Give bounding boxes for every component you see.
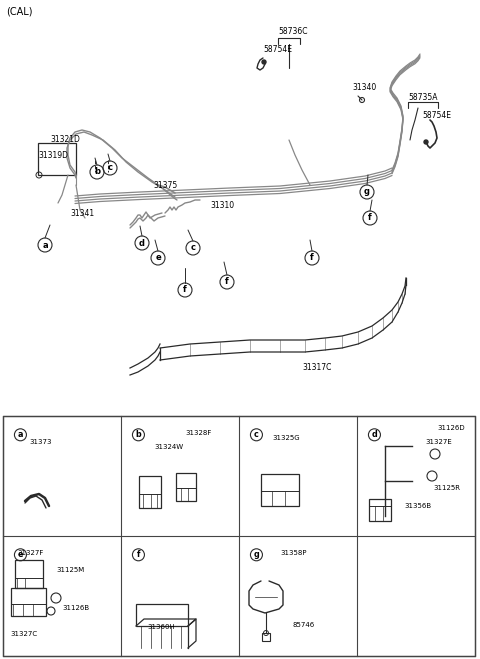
- Text: a: a: [42, 241, 48, 250]
- Text: f: f: [225, 277, 229, 287]
- Text: d: d: [372, 430, 377, 440]
- Text: 31340: 31340: [352, 84, 376, 92]
- Bar: [3, 416, 475, 656]
- Text: f: f: [310, 254, 314, 262]
- Text: e: e: [155, 254, 161, 262]
- Text: f: f: [183, 285, 187, 295]
- Bar: [139, 476, 161, 508]
- Text: 31324W: 31324W: [154, 444, 183, 450]
- Text: c: c: [254, 430, 259, 440]
- Text: 31325G: 31325G: [272, 434, 300, 441]
- Text: 31328F: 31328F: [186, 430, 212, 436]
- Text: 31341: 31341: [70, 210, 94, 219]
- Bar: [15, 560, 43, 588]
- Text: e: e: [18, 550, 23, 559]
- Bar: [369, 499, 391, 521]
- Bar: [261, 474, 299, 506]
- Text: 58736C: 58736C: [278, 28, 308, 36]
- Text: 31317C: 31317C: [302, 364, 331, 372]
- Text: 31126B: 31126B: [62, 605, 89, 611]
- Text: 31360H: 31360H: [147, 624, 175, 630]
- Text: 31327F: 31327F: [17, 550, 44, 556]
- Text: 31373: 31373: [29, 440, 51, 445]
- Text: 31321D: 31321D: [50, 136, 80, 144]
- Text: g: g: [364, 188, 370, 196]
- Text: 58735A: 58735A: [408, 94, 437, 103]
- Text: 31358P: 31358P: [280, 550, 307, 556]
- Text: c: c: [191, 243, 195, 252]
- Bar: [38, 143, 76, 175]
- Text: 31125M: 31125M: [56, 567, 84, 573]
- Bar: [262, 633, 270, 641]
- Text: 31310: 31310: [210, 200, 234, 210]
- Text: f: f: [137, 550, 140, 559]
- Text: 31356B: 31356B: [404, 503, 432, 509]
- Text: g: g: [253, 550, 259, 559]
- Text: 31327E: 31327E: [425, 440, 452, 445]
- Text: 31327C: 31327C: [10, 631, 37, 637]
- Text: b: b: [135, 430, 141, 440]
- Text: d: d: [139, 239, 145, 248]
- Bar: [176, 473, 196, 501]
- Text: c: c: [108, 163, 112, 173]
- Text: 31126D: 31126D: [437, 425, 465, 431]
- Text: 85746: 85746: [292, 622, 314, 628]
- Circle shape: [424, 140, 428, 144]
- Text: (CAL): (CAL): [6, 7, 33, 17]
- Bar: [11, 588, 46, 616]
- Text: 58754E: 58754E: [422, 111, 451, 121]
- Text: f: f: [368, 214, 372, 223]
- Text: b: b: [94, 167, 100, 177]
- Circle shape: [262, 60, 266, 64]
- Text: 58754E: 58754E: [263, 45, 292, 55]
- Text: 31125R: 31125R: [434, 485, 461, 491]
- Text: 31319D: 31319D: [38, 150, 68, 159]
- Text: a: a: [18, 430, 23, 440]
- Text: 31375: 31375: [153, 181, 177, 190]
- Bar: [136, 604, 188, 626]
